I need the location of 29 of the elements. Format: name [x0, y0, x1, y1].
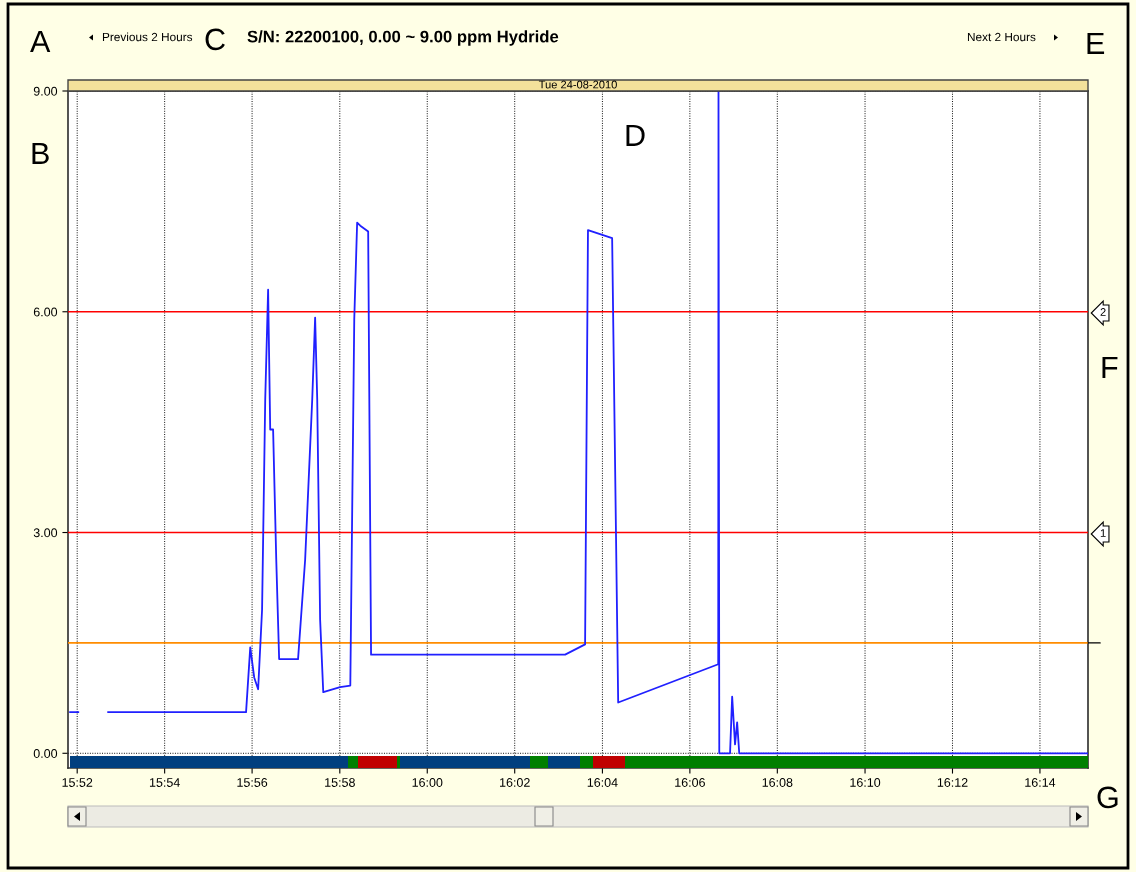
annotation: D [626, 124, 645, 146]
text: A [30, 30, 51, 52]
x-tick-label: 16:14 [1025, 778, 1056, 787]
x-tick-label: 15:58 [325, 778, 355, 787]
text: G [1097, 786, 1118, 809]
x-tick-label: 16:04 [587, 778, 618, 787]
text: E [1087, 32, 1105, 54]
text: Previous 2 Hours [102, 32, 193, 42]
x-tick-label: 15:54 [149, 778, 180, 787]
chart-subtitle: Tue 24-08-2010 [538, 80, 617, 89]
x-tick-label: 16:02 [500, 778, 530, 787]
chart-title: S/N: 22200100, 0.00 ~ 9.00 ppm Hydride [247, 30, 559, 46]
x-tick-label: 15:52 [62, 778, 93, 787]
text: C [205, 28, 225, 51]
x-tick-label: 15:56 [237, 778, 268, 787]
y-tick-label: 0.00 [33, 749, 58, 758]
x-tick-label: 16:00 [412, 778, 443, 787]
text: Next 2 Hours [967, 32, 1036, 42]
text: 2 [1100, 308, 1106, 316]
text: 1 [1100, 529, 1106, 537]
x-tick-label: 16:06 [675, 778, 705, 787]
text: F [1102, 356, 1118, 378]
y-tick-label: 3.00 [33, 528, 58, 538]
text: B [32, 142, 49, 164]
x-tick-label: 16:12 [937, 778, 968, 787]
x-tick-label: 16:08 [762, 778, 793, 787]
y-tick-label: 6.00 [33, 307, 58, 317]
x-tick-label: 16:10 [850, 778, 881, 787]
y-tick-label: 9.00 [33, 86, 58, 96]
